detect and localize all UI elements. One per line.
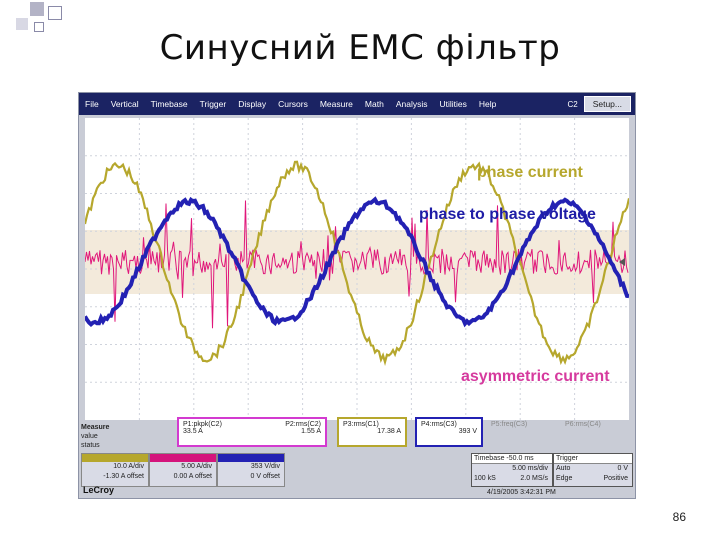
waveform-display: phase current phase to phase voltage asy… [85, 118, 629, 420]
menu-vertical[interactable]: Vertical [110, 99, 139, 109]
trigger-label: Trigger [554, 454, 632, 464]
row-label-value: value [81, 433, 98, 440]
p1-name: P1:pkpk(C2) [183, 421, 222, 428]
c1-scale: 10.0 A/div [113, 463, 144, 470]
menu-file[interactable]: File [85, 99, 99, 109]
measure-header: Measure [81, 424, 110, 431]
trigger-type: Edge [556, 475, 573, 482]
voltage-trace [85, 196, 629, 328]
oscilloscope-screenshot: File Vertical Timebase Trigger Display C… [78, 92, 636, 499]
trigger-mode: Auto [556, 465, 571, 472]
label-phase-to-phase-voltage: phase to phase voltage [419, 206, 596, 223]
measure-header-block: Measure value status [81, 423, 109, 450]
menu-display[interactable]: Display [238, 99, 267, 109]
trigger-level: 0 V [617, 465, 628, 472]
c3-offset: 0 V offset [250, 473, 280, 480]
asymmetric-current-trace [85, 200, 629, 329]
label-asymmetric-current: asymmetric current [461, 368, 610, 385]
page-number: 86 [672, 510, 686, 524]
menu-math[interactable]: Math [364, 99, 384, 109]
c1-offset: -1.30 A offset [103, 473, 144, 480]
measure-p4[interactable]: P4:rms(C3) 393 V [415, 417, 483, 447]
timebase-label: Timebase -50.0 ms [472, 454, 552, 464]
measure-p3[interactable]: P3:rms(C1) 17.38 A [337, 417, 407, 447]
trigger-box[interactable]: Trigger Auto 0 V Edge Positive [553, 453, 633, 487]
menu-trigger[interactable]: Trigger [199, 99, 227, 109]
trigger-slope: Positive [603, 475, 628, 482]
menu-cursors[interactable]: Cursors [278, 99, 308, 109]
waveform-plot [85, 118, 629, 420]
menu-analysis[interactable]: Analysis [395, 99, 428, 109]
p2-value: 1.55 A [301, 428, 321, 435]
label-phase-current: phase current [477, 164, 583, 181]
p5-name[interactable]: P5:freq(C3) [491, 421, 528, 428]
decor-squares [8, 0, 68, 40]
channel-c2-box[interactable]: 5.00 A/div 0.00 A offset [149, 453, 217, 487]
measure-panel: Measure value status P1:pkpk(C2) P2:rms(C… [79, 417, 635, 498]
timebase-scale: 5.00 ms/div [512, 465, 548, 472]
menu-timebase[interactable]: Timebase [150, 99, 188, 109]
p3-name: P3:rms(C1) [343, 421, 379, 428]
channel-c3-box[interactable]: 353 V/div 0 V offset [217, 453, 285, 487]
phase-current-trace [85, 160, 629, 366]
c2-offset: 0.00 A offset [173, 473, 212, 480]
timebase-rate: 100 kS [474, 475, 496, 482]
timestamp: 4/19/2005 3:42:31 PM [487, 489, 556, 496]
p3-value: 17.38 A [377, 428, 401, 435]
setup-button[interactable]: Setup... [583, 96, 631, 112]
channel-indicator: C2 [567, 99, 578, 109]
slide-title: Синусний ЕМС фільтр [159, 28, 561, 68]
scope-menubar: File Vertical Timebase Trigger Display C… [79, 93, 635, 115]
menu-utilities[interactable]: Utilities [439, 99, 467, 109]
lecroy-logo: LeCroy [83, 485, 115, 495]
trace-marker-icon [619, 258, 625, 266]
p1-value: 33.5 A [183, 428, 203, 435]
menu-help[interactable]: Help [478, 99, 497, 109]
measure-p1-p2[interactable]: P1:pkpk(C2) P2:rms(C2) 33.5 A 1.55 A [177, 417, 327, 447]
channel-c1-box[interactable]: 10.0 A/div -1.30 A offset [81, 453, 149, 487]
p4-value: 393 V [458, 428, 477, 435]
p2-name: P2:rms(C2) [285, 421, 321, 428]
row-label-status: status [81, 442, 100, 449]
menu-measure[interactable]: Measure [319, 99, 353, 109]
timebase-box[interactable]: Timebase -50.0 ms 5.00 ms/div 100 kS 2.0… [471, 453, 553, 487]
timebase-sample: 2.0 MS/s [520, 475, 548, 482]
c3-scale: 353 V/div [250, 463, 280, 470]
p6-name[interactable]: P6:rms(C4) [565, 421, 601, 428]
c2-scale: 5.00 A/div [181, 463, 212, 470]
p4-name: P4:rms(C3) [421, 421, 457, 428]
